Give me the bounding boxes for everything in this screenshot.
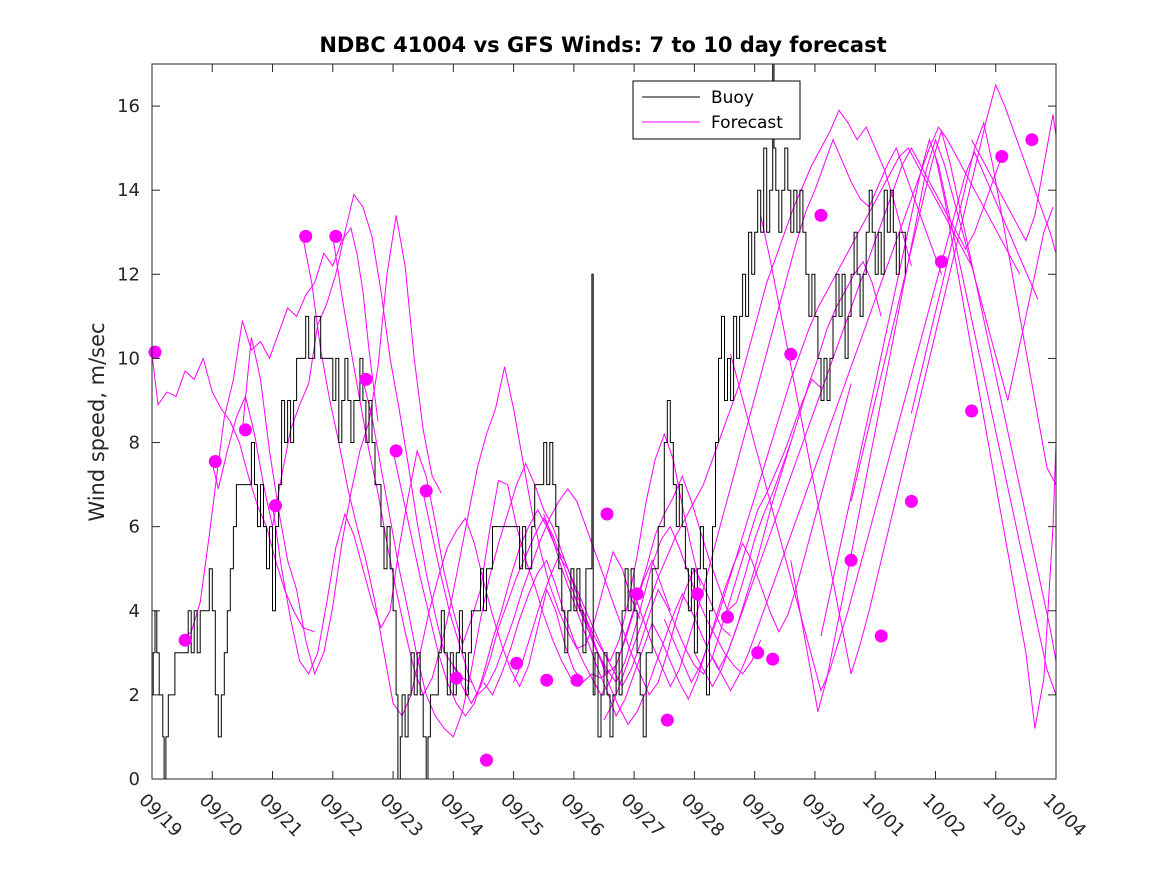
forecast-line-2 (181, 226, 379, 641)
forecast-line-24 (820, 138, 1056, 696)
forecast-marker-23 (784, 347, 798, 361)
forecast-marker-7 (329, 229, 343, 243)
buoy-series-group (152, 64, 906, 779)
forecast-line-20 (712, 126, 1021, 692)
forecast-line-28 (971, 114, 1056, 242)
legend-buoy-label: Buoy (711, 88, 754, 108)
forecast-marker-17 (630, 587, 644, 601)
forecast-marker-28 (935, 255, 948, 269)
forecast-marker-12 (480, 753, 493, 767)
forecast-line-22 (760, 83, 1056, 675)
y-tick-label-6: 6 (129, 517, 140, 538)
forecast-line-16 (603, 109, 912, 721)
forecast-marker-13 (510, 656, 524, 670)
forecast-marker-18 (660, 713, 674, 727)
chart-title: NDBC 41004 vs GFS Winds: 7 to 10 day for… (319, 33, 886, 57)
forecast-marker-5 (269, 499, 282, 513)
forecast-marker-20 (721, 610, 734, 624)
forecast-marker-31 (1025, 133, 1039, 147)
legend-box (632, 80, 801, 140)
forecast-marker-22 (766, 652, 780, 666)
forecast-marker-27 (904, 494, 918, 508)
y-tick-label-0: 0 (129, 769, 140, 790)
y-tick-label-12: 12 (117, 264, 140, 285)
forecast-marker-8 (359, 372, 373, 386)
forecast-line-3 (211, 193, 472, 683)
forecast-marker-19 (690, 587, 704, 601)
y-tick-label-16: 16 (117, 96, 140, 117)
forecast-marker-26 (874, 629, 888, 643)
forecast-marker-1 (148, 345, 162, 359)
forecast-line-27 (935, 156, 1056, 729)
forecast-line-17 (633, 138, 942, 688)
legend-forecast-label: Forecast (711, 113, 783, 133)
buoy-line (152, 64, 906, 779)
forecast-line-6 (302, 236, 611, 717)
forecast-marker-21 (751, 646, 765, 660)
y-tick-label-2: 2 (129, 685, 140, 706)
plot-frame (151, 63, 1057, 780)
forecast-marker-16 (600, 507, 614, 521)
y-axis-label: Wind speed, m/sec (85, 322, 109, 521)
forecast-line-26 (910, 121, 1056, 485)
forecast-line-25 (850, 129, 1056, 662)
forecast-marker-9 (389, 444, 403, 458)
y-axis: 0 2 4 6 8 10 12 14 16 (117, 96, 1056, 790)
forecast-line-21 (730, 151, 1039, 693)
forecast-line-23 (790, 138, 1054, 712)
forecast-marker-2 (178, 633, 192, 647)
forecast-marker-11 (449, 671, 463, 685)
forecast-line-4 (241, 215, 442, 676)
forecast-marker-14 (540, 673, 554, 687)
forecast-marker-29 (965, 404, 979, 418)
legend: Buoy Forecast (632, 80, 801, 140)
forecast-marker-group (148, 133, 1039, 767)
forecast-marker-24 (814, 208, 828, 222)
y-tick-label-14: 14 (117, 180, 140, 201)
forecast-marker-10 (419, 484, 433, 498)
forecast-marker-4 (238, 423, 252, 437)
forecast-marker-30 (995, 150, 1009, 163)
forecast-line-1 (152, 354, 315, 633)
forecast-marker-15 (570, 673, 584, 687)
y-tick-label-4: 4 (129, 601, 140, 622)
forecast-marker-25 (844, 553, 858, 567)
forecast-marker-3 (208, 455, 222, 468)
y-tick-label-10: 10 (117, 348, 140, 369)
forecast-line-10 (422, 487, 731, 696)
forecast-line-13 (513, 378, 822, 688)
forecast-line-18 (663, 147, 973, 684)
y-tick-label-8: 8 (129, 433, 140, 454)
forecast-marker-6 (299, 229, 313, 243)
